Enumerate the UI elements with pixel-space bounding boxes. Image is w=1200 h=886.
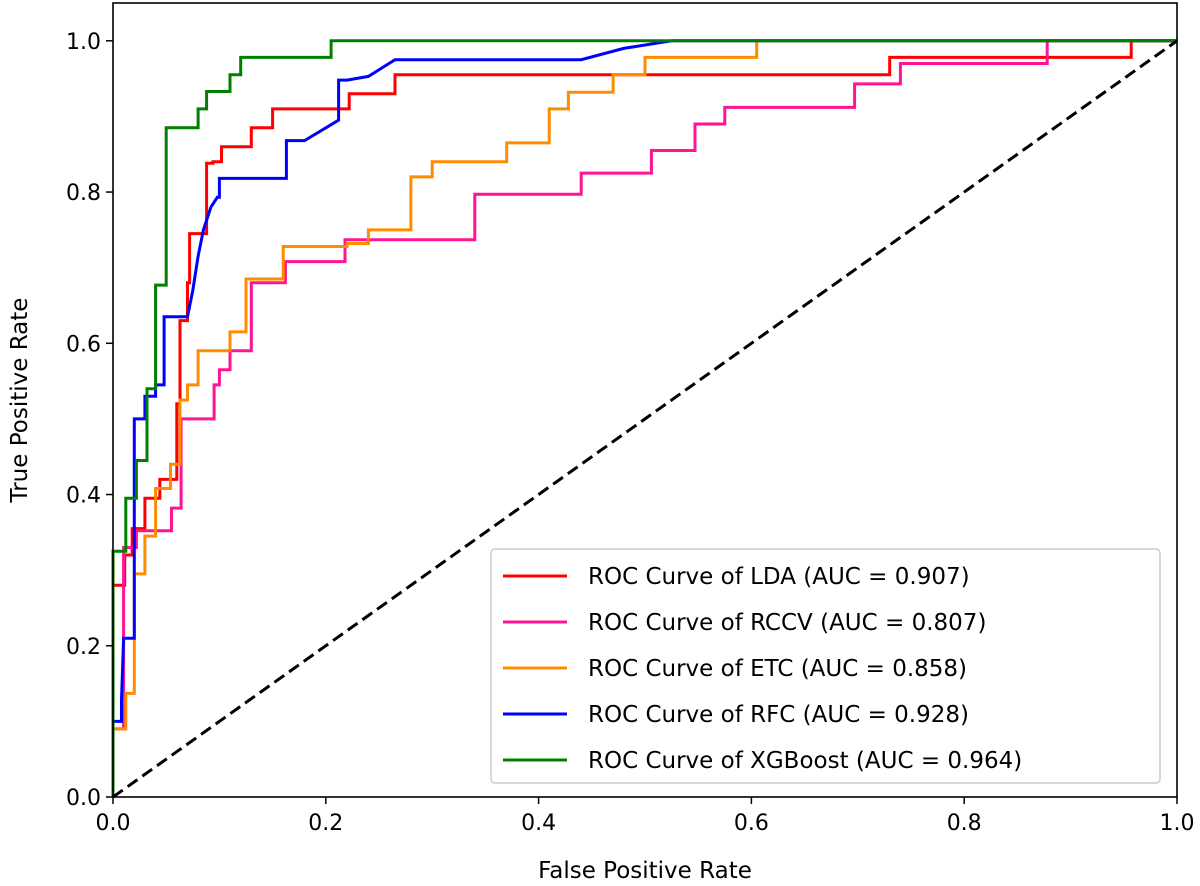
series-line-4 (111, 39, 1177, 797)
series-line-0 (111, 39, 1177, 797)
y-axis-label: True Positive Rate (7, 298, 33, 504)
chance-diagonal-line (112, 39, 1178, 799)
legend-label: ROC Curve of XGBoost (AUC = 0.964) (588, 748, 1022, 774)
x-axis-ticks: 0.0 0.2 0.4 0.6 0.8 1.0 (96, 797, 1195, 836)
series-line-3 (111, 39, 1177, 797)
legend: ROC Curve of LDA (AUC = 0.907) ROC Curve … (490, 548, 1161, 784)
y-tick-label: 0.4 (66, 484, 101, 509)
legend-label: ROC Curve of RFC (AUC = 0.928) (588, 702, 969, 728)
y-axis-ticks: 0.0 0.2 0.4 0.6 0.8 1.0 (66, 30, 113, 811)
legend-label: ROC Curve of LDA (AUC = 0.907) (588, 564, 970, 590)
y-tick-label: 0.0 (66, 786, 101, 811)
y-tick-label: 1.0 (66, 30, 101, 55)
legend-label: ROC Curve of ETC (AUC = 0.858) (588, 656, 967, 682)
y-tick-label: 0.8 (66, 181, 101, 206)
x-tick-label: 0.2 (308, 811, 343, 836)
x-axis-label: False Positive Rate (538, 858, 752, 884)
legend-label: ROC Curve of RCCV (AUC = 0.807) (588, 610, 986, 636)
y-tick-label: 0.2 (66, 635, 101, 660)
x-tick-label: 0.6 (734, 811, 769, 836)
x-tick-label: 0.0 (96, 811, 131, 836)
legend-frame (490, 548, 1161, 784)
x-tick-label: 1.0 (1160, 811, 1195, 836)
roc-curves (111, 39, 1178, 799)
y-tick-label: 0.6 (66, 332, 101, 357)
axes-frame (112, 2, 1178, 798)
series-line-2 (111, 39, 1177, 797)
x-tick-label: 0.8 (947, 811, 982, 836)
x-tick-label: 0.4 (521, 811, 556, 836)
series-line-1 (111, 39, 1177, 797)
